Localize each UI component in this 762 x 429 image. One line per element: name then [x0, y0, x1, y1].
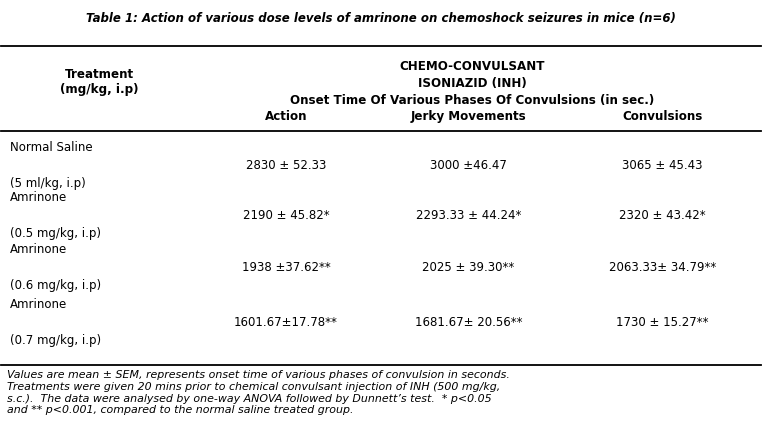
Text: 1730 ± 15.27**: 1730 ± 15.27**: [616, 316, 709, 329]
Text: Amrinone: Amrinone: [10, 298, 67, 311]
Text: (5 ml/kg, i.p): (5 ml/kg, i.p): [10, 177, 85, 190]
Text: (0.6 mg/kg, i.p): (0.6 mg/kg, i.p): [10, 279, 101, 292]
Text: Convulsions: Convulsions: [623, 110, 703, 124]
Text: Treatment: Treatment: [65, 68, 134, 81]
Text: Values are mean ± SEM, represents onset time of various phases of convulsion in : Values are mean ± SEM, represents onset …: [7, 370, 510, 415]
Text: (0.5 mg/kg, i.p): (0.5 mg/kg, i.p): [10, 227, 101, 240]
Text: 2293.33 ± 44.24*: 2293.33 ± 44.24*: [416, 209, 521, 222]
Text: Normal Saline: Normal Saline: [10, 141, 92, 154]
Text: (0.7 mg/kg, i.p): (0.7 mg/kg, i.p): [10, 334, 101, 347]
Text: 2830 ± 52.33: 2830 ± 52.33: [245, 159, 326, 172]
Text: 1601.67±17.78**: 1601.67±17.78**: [234, 316, 338, 329]
Text: 1681.67± 20.56**: 1681.67± 20.56**: [415, 316, 522, 329]
Text: ISONIAZID (INH): ISONIAZID (INH): [418, 77, 527, 90]
Text: 3000 ±46.47: 3000 ±46.47: [430, 159, 507, 172]
Text: Action: Action: [264, 110, 307, 124]
Text: Amrinone: Amrinone: [10, 243, 67, 257]
Text: CHEMO-CONVULSANT: CHEMO-CONVULSANT: [399, 60, 545, 73]
Text: 2190 ± 45.82*: 2190 ± 45.82*: [242, 209, 329, 222]
Text: 2063.33± 34.79**: 2063.33± 34.79**: [609, 261, 716, 274]
Text: 1938 ±37.62**: 1938 ±37.62**: [242, 261, 330, 274]
Text: Amrinone: Amrinone: [10, 191, 67, 204]
Text: 3065 ± 45.43: 3065 ± 45.43: [623, 159, 703, 172]
Text: 2320 ± 43.42*: 2320 ± 43.42*: [619, 209, 706, 222]
Text: 2025 ± 39.30**: 2025 ± 39.30**: [422, 261, 514, 274]
Text: (mg/kg, i.p): (mg/kg, i.p): [60, 83, 139, 96]
Text: Onset Time Of Various Phases Of Convulsions (in sec.): Onset Time Of Various Phases Of Convulsi…: [290, 94, 655, 107]
Text: Jerky Movements: Jerky Movements: [411, 110, 527, 124]
Text: Table 1: Action of various dose levels of amrinone on chemoshock seizures in mic: Table 1: Action of various dose levels o…: [86, 12, 676, 25]
